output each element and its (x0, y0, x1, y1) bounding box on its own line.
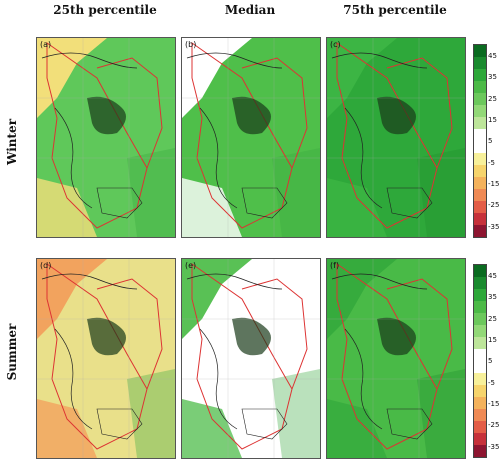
map-panel-f: (f) (326, 258, 466, 459)
colorbar-tick: 25 (488, 314, 497, 323)
row-title-summer: Summer (5, 323, 19, 381)
colorbar-swatch (474, 213, 486, 225)
colorbar-swatch (474, 177, 486, 189)
colorbar-swatch (474, 397, 486, 409)
colorbar-swatch (474, 201, 486, 213)
colorbar-swatch (474, 117, 486, 129)
colorbar-swatch (474, 277, 486, 289)
colorbar-swatch (474, 373, 486, 385)
colorbar-swatch (474, 265, 486, 277)
colorbar-tick: 35 (488, 73, 497, 82)
colorbar-swatch (474, 189, 486, 201)
colorbar-swatch (474, 105, 486, 117)
colorbar-tick: -35 (488, 222, 500, 231)
colorbar-swatch (474, 313, 486, 325)
panel-label: (d) (40, 261, 52, 270)
row-title-winter: Winter (5, 118, 19, 166)
colorbar-swatch (474, 225, 486, 237)
colorbar-swatch (474, 361, 486, 373)
panel-label: (b) (185, 40, 197, 49)
colorbar (473, 44, 487, 238)
colorbar-swatch (474, 301, 486, 313)
map-panel-a: (a) (36, 37, 176, 238)
colorbar-tick: -25 (488, 421, 500, 430)
colorbar-swatch (474, 385, 486, 397)
colorbar (473, 264, 487, 458)
colorbar-tick: -15 (488, 400, 500, 408)
colorbar-swatch (474, 153, 486, 165)
colorbar-tick: 45 (488, 52, 497, 60)
colorbar-tick: -5 (488, 158, 495, 167)
colorbar-tick: 45 (488, 272, 497, 280)
colorbar-swatch (474, 81, 486, 93)
map-panel-e: (e) (181, 258, 321, 459)
colorbar-swatch (474, 421, 486, 433)
colorbar-swatch (474, 349, 486, 361)
colorbar-swatch (474, 409, 486, 421)
column-title-2: Median (224, 3, 276, 17)
colorbar-swatch (474, 129, 486, 141)
colorbar-swatch (474, 433, 486, 445)
colorbar-tick: -15 (488, 180, 500, 188)
column-title-1: 25th percentile (53, 3, 157, 17)
colorbar-tick: 25 (488, 94, 497, 103)
colorbar-swatch (474, 69, 486, 81)
panel-label: (c) (330, 40, 341, 49)
colorbar-tick: 15 (488, 336, 497, 344)
colorbar-tick: 5 (488, 137, 493, 146)
colorbar-tick: 15 (488, 116, 497, 124)
colorbar-swatch (474, 141, 486, 153)
column-title-3: 75th percentile (343, 3, 447, 17)
colorbar-tick: -25 (488, 201, 500, 210)
map-panel-c: (c) (326, 37, 466, 238)
map-panel-d: (d) (36, 258, 176, 459)
panel-label: (a) (40, 40, 52, 49)
colorbar-swatch (474, 57, 486, 69)
colorbar-swatch (474, 337, 486, 349)
colorbar-swatch (474, 445, 486, 457)
colorbar-tick: -5 (488, 378, 495, 387)
colorbar-swatch (474, 325, 486, 337)
colorbar-swatch (474, 93, 486, 105)
colorbar-swatch (474, 45, 486, 57)
panel-label: (f) (330, 261, 340, 270)
colorbar-swatch (474, 165, 486, 177)
colorbar-tick: -35 (488, 442, 500, 451)
map-panel-b: (b) (181, 37, 321, 238)
colorbar-swatch (474, 289, 486, 301)
panel-label: (e) (185, 261, 197, 270)
colorbar-tick: 5 (488, 357, 493, 366)
colorbar-tick: 35 (488, 293, 497, 302)
